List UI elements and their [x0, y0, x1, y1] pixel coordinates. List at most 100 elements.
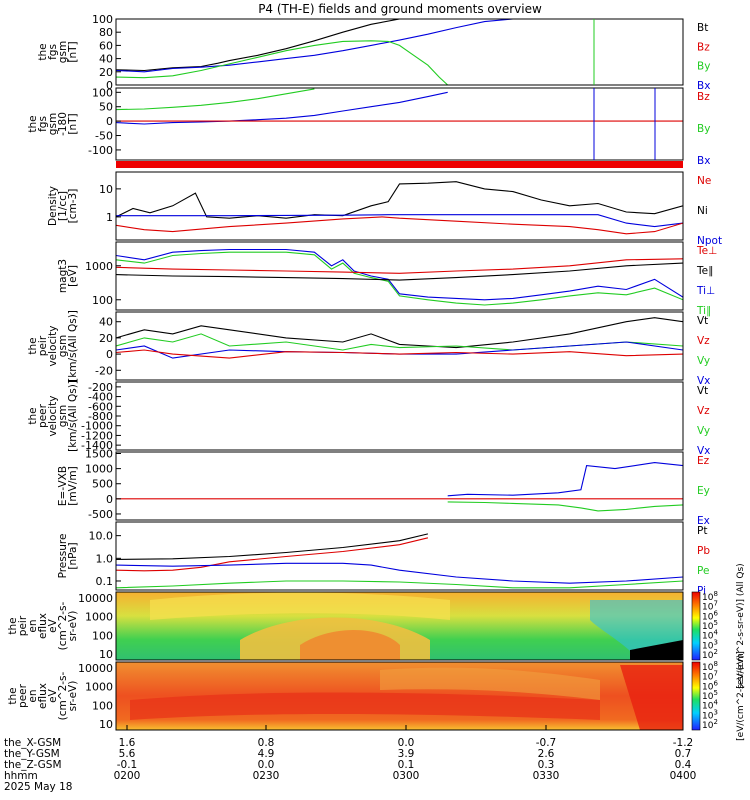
efield-series-2 [447, 501, 683, 512]
peer-spectrogram-ylabel: the [7, 687, 19, 704]
density-frame [115, 171, 684, 241]
peir-velocity-ylabel: peir [37, 335, 49, 356]
efield-ytick-label: 500 [92, 478, 113, 491]
peir-spectrogram-ylabel: (cm^2-s- [57, 601, 69, 650]
xaxis-row-label: the_Z-GSM [4, 759, 62, 771]
peir-velocity-ytick-label: 20 [99, 332, 113, 345]
fgs-gsm-legend-1: Bz [697, 41, 710, 53]
fgs-gsm-ytick-label: 100 [92, 13, 113, 26]
density-ylabel: [cm-3] [67, 189, 79, 224]
fgs-gsm-180-ylabel: gsm [47, 113, 59, 135]
peir-spectrogram-ytick-label: 10000 [78, 592, 113, 605]
peer-velocity-ytick-label: -200 [88, 381, 113, 394]
xaxis-row-label: the_X-GSM [4, 737, 61, 749]
pressure-series-1 [116, 537, 429, 572]
xaxis-value: -0.7 [536, 737, 557, 749]
fgs-gsm-180-legend-0: Bz [697, 91, 710, 103]
peer-velocity-ytick-label: -600 [88, 400, 113, 413]
fgs-gsm-ytick-label: 40 [99, 53, 113, 66]
pressure-series-2 [116, 562, 683, 584]
peir-velocity-legend-1: Vz [697, 335, 710, 347]
efield-ytick-label: 1500 [85, 448, 113, 461]
temperature-ylabel: magt3 [57, 259, 69, 293]
peer-velocity-ylabel: gsm [57, 405, 69, 427]
peer-spectrogram-ylabel: peer [17, 683, 29, 708]
peer-spectrogram-ytick-label: 1000 [85, 681, 113, 694]
xaxis-value: 0.0 [258, 759, 275, 771]
chart-title: P4 (TH-E) fields and ground moments over… [258, 2, 542, 16]
peir-spectrogram-ytick-label: 10 [99, 648, 113, 661]
peir-velocity-ylabel: the [27, 337, 39, 354]
peer-velocity-legend-1: Vz [697, 405, 710, 417]
fgs-gsm-legend-3: Bx [697, 80, 710, 92]
pressure-series-0 [116, 533, 429, 560]
density-ytick-label: 1 [106, 211, 113, 224]
fgs-gsm-180-legend-2: Bx [697, 155, 710, 167]
efield-legend-1: Ey [697, 485, 710, 497]
xaxis-value: 5.6 [119, 748, 136, 760]
peer-spectrogram-ylabel: (cm^2-s- [57, 671, 69, 720]
peir-velocity-ylabel: [km/s(All Qs)] [67, 310, 79, 382]
density-legend-2: Npot [697, 235, 722, 247]
xaxis-value: 0.4 [675, 759, 692, 771]
density-legend-0: Ne [697, 175, 711, 187]
temperature-legend-1: Te∥ [696, 265, 713, 277]
peir-velocity-series-3 [116, 349, 683, 359]
xaxis-value: 0330 [533, 770, 560, 782]
xaxis-value: 3.9 [398, 748, 415, 760]
peer-velocity-ylabel: the [27, 407, 39, 424]
fgs-gsm-ytick-label: 0 [106, 79, 113, 92]
peir-spectrogram-ylabel: eflux [37, 613, 49, 639]
xaxis-value: 2.6 [538, 748, 555, 760]
peir-spectrogram-colorbar-label: [eV/(cm^2-s-sr-eV)] (All Qs) [736, 563, 746, 688]
peir-velocity-ylabel: gsm [57, 335, 69, 357]
fgs-gsm-ylabel: the [37, 43, 49, 60]
peir-velocity-series-0 [116, 317, 683, 349]
peer-velocity-ytick-label: -1000 [81, 420, 113, 433]
peer-spectrogram-ytick-label: 100 [92, 699, 113, 712]
xaxis-value: 1.6 [119, 737, 136, 749]
peir-spectrogram-ytick-label: 1000 [85, 611, 113, 624]
efield-ylabel: E=-VXB [57, 466, 69, 506]
peir-spectrogram [116, 592, 683, 660]
fgs-gsm-180-ylabel: fgs [37, 116, 49, 132]
xaxis-value: -0.1 [117, 759, 138, 771]
fgs-gsm-ylabel: [nT] [67, 41, 79, 62]
pressure-legend-3: Pi [697, 585, 706, 597]
panel-peer-spectrogram: 10000 1000 100 10 thepeerenefluxeV(cm^2-s-sr… [7, 661, 684, 731]
peer-velocity-frame [115, 381, 684, 451]
pressure-legend-0: Pt [697, 525, 707, 537]
peir-velocity-frame [115, 311, 684, 381]
peer-velocity-legend-3: Vx [697, 445, 710, 457]
fgs-gsm-180-ytick-label: 0 [106, 115, 113, 128]
density-ylabel: [1/cc] [57, 191, 69, 221]
fgs-gsm-180-ylabel: [nT] [67, 113, 79, 134]
efield-ytick-label: -500 [88, 508, 113, 521]
temperature-series-2 [116, 258, 683, 274]
fgs-gsm-180-ylabel: the [27, 115, 39, 132]
peir-velocity-ylabel: velocity [47, 325, 59, 366]
xaxis-value: 0.8 [258, 737, 275, 749]
fgs-gsm-ylabel: gsm [57, 41, 69, 63]
density-ylabel: Density [47, 186, 59, 226]
peer-velocity-legend-0: Vt [697, 385, 708, 397]
pressure-ytick-label: 0.1 [96, 575, 114, 588]
panel-pressure: 10.0 1.0 0.1 Pressure[nPa] Pt Pb Pe Pi [57, 521, 710, 597]
pressure-legend-2: Pe [697, 565, 709, 577]
temperature-legend-0: Te⊥ [696, 245, 717, 257]
peer-velocity-legend-2: Vy [697, 425, 710, 437]
peir-velocity-legend-3: Vx [697, 375, 710, 387]
xaxis-value: 0230 [253, 770, 280, 782]
peer-spectrogram-colorbar-label: [eV/(cm^2-s-sr-eV)] [736, 651, 746, 741]
fgs-gsm-series-0 [116, 19, 468, 72]
fgs-gsm-180-ylabel: -180 [57, 112, 69, 136]
peir-velocity-series-1 [116, 333, 683, 351]
density-ytick-label: 10 [99, 183, 113, 196]
fgs-gsm-ytick-label: 80 [99, 26, 113, 39]
efield-legend-0: Ez [697, 455, 710, 467]
peer-velocity-ytick-label: -400 [88, 391, 113, 404]
peer-velocity-ytick-label: -1200 [81, 429, 113, 442]
efield-frame [115, 451, 684, 521]
